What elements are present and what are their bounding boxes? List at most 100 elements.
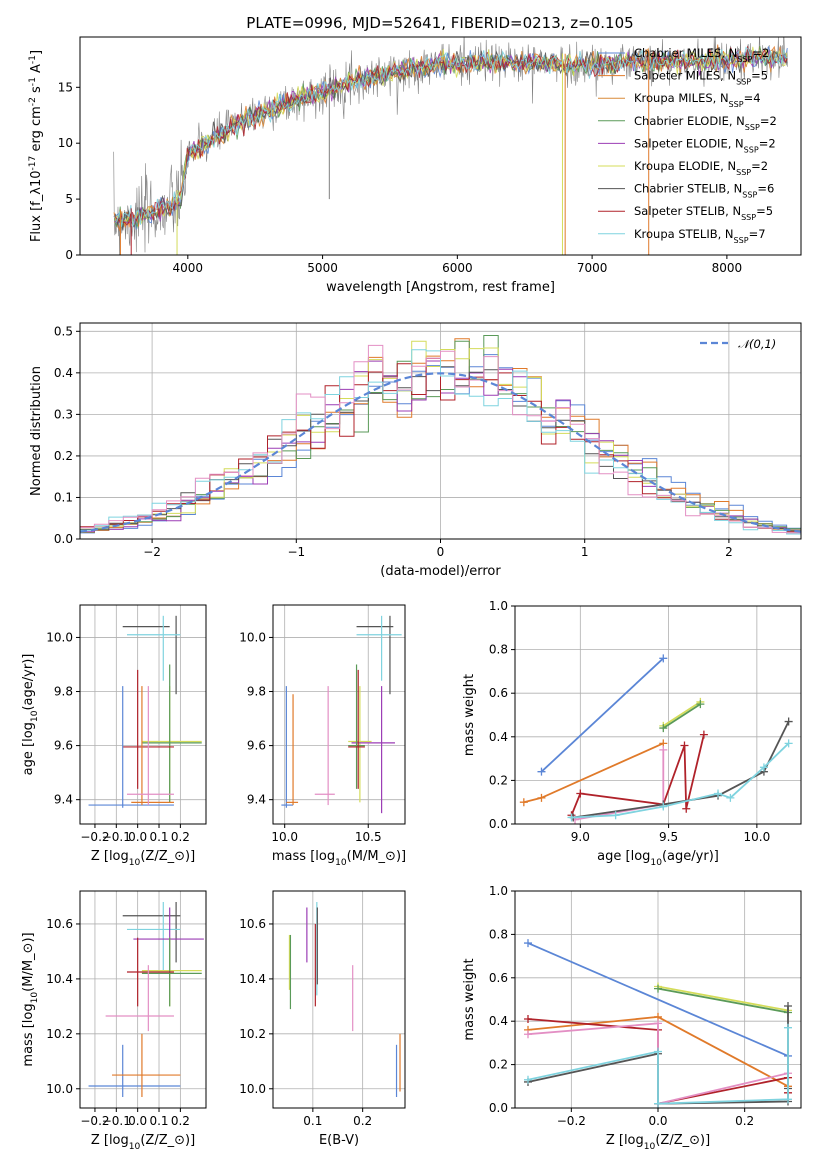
weight-vs-Z-series-line <box>527 942 789 1057</box>
weight-vs-age-ylabel: mass weight <box>462 674 477 756</box>
legend-label: Kroupa MILES, NSSP=4 <box>634 91 761 109</box>
mass-vs-ebv-plot <box>288 901 401 1098</box>
spectrum-axes: 4000 5000 6000 7000 8000 0 5 10 15 wavelength [An… <box>28 36 802 295</box>
weight-vs-Z-series-marker <box>784 1002 792 1011</box>
weight-vs-age-series-marker <box>784 739 793 748</box>
residual-histogram <box>80 344 801 534</box>
spectrum-xlabel: wavelength [Angstrom, rest frame] <box>326 280 555 295</box>
age-vs-mass-ytick-label: 9.4 <box>247 793 266 807</box>
weight-vs-Z-ytick-label: 0.2 <box>489 1058 508 1072</box>
figure-title: PLATE=0996, MJD=52641, FIBERID=0213, z=0… <box>246 14 633 32</box>
age-vs-mass-plot <box>281 615 402 814</box>
weight-vs-Z-xtick-label: −0.2 <box>557 1114 586 1128</box>
mass-vs-ebv-frame <box>272 890 406 1109</box>
weight-vs-Z-ylabel: mass weight <box>462 958 477 1040</box>
mass-vs-Z-xtick-label: 0.0 <box>128 1114 147 1128</box>
legend-label: Chabrier MILES, NSSP=2 <box>634 46 769 64</box>
weight-vs-age-series-line <box>570 734 705 816</box>
residuals-ytick-label: 0.0 <box>54 532 73 546</box>
spectrum-ytick-label: 10 <box>58 136 73 150</box>
weight-vs-Z-axes: −0.2 0.0 0.2 0.0 0.2 0.4 0.6 0.8 1.0 Z [log10(Z/Z… <box>462 884 802 1152</box>
weight-vs-age-series-marker <box>659 724 668 733</box>
mass-vs-Z-ytick-label: 10.6 <box>46 917 73 931</box>
legend-label: Kroupa STELIB, NSSP=7 <box>634 227 766 245</box>
normal-curve <box>80 372 801 533</box>
spectrum-model-kroupa-stelib <box>115 46 788 227</box>
mass-vs-ebv-xtick-label: 0.1 <box>303 1114 322 1128</box>
age-vs-mass-ytick-label: 10.0 <box>239 630 266 644</box>
legend-label: Chabrier ELODIE, NSSP=2 <box>634 114 777 132</box>
mass-vs-Z-frame <box>79 890 207 1109</box>
residuals-ytick-label: 0.1 <box>54 490 73 504</box>
weight-vs-age-series-marker <box>680 741 689 750</box>
spectrum-xtick-label: 5000 <box>307 261 338 275</box>
weight-vs-Z-series-line <box>657 987 789 1014</box>
legend-label: Salpeter ELODIE, NSSP=2 <box>634 136 776 154</box>
weight-vs-Z-frame <box>514 890 802 1109</box>
residuals-ytick-label: 0.2 <box>54 449 73 463</box>
residuals-ytick-label: 0.3 <box>54 407 73 421</box>
residuals-xtick-label: −1 <box>287 545 305 559</box>
mass-vs-Z-xlabel: Z [log10(Z/Z_⊙)] <box>91 1133 195 1152</box>
spectrum-model-kroupa-elodie <box>114 46 788 228</box>
weight-vs-age-series-marker <box>659 745 668 754</box>
weight-vs-age-ytick-label: 0.4 <box>489 730 508 744</box>
age-vs-Z-xtick-label: 0.2 <box>171 830 190 844</box>
age-vs-Z-ytick-label: 10.0 <box>46 630 73 644</box>
age-vs-Z-frame <box>79 604 207 825</box>
mass-vs-ebv-ytick-label: 10.4 <box>239 972 266 986</box>
weight-vs-Z-ytick-label: 0.0 <box>489 1101 508 1115</box>
mass-vs-ebv-ytick-label: 10.0 <box>239 1082 266 1096</box>
weight-vs-Z-ytick-label: 0.4 <box>489 1014 508 1028</box>
mass-vs-Z-xtick-label: 0.1 <box>149 1114 168 1128</box>
weight-vs-age-ytick-label: 1.0 <box>489 599 508 613</box>
weight-vs-age-xlabel: age [log10(age/yr)] <box>597 849 719 868</box>
residual-histogram <box>80 357 801 533</box>
age-vs-Z-ytick-label: 9.6 <box>54 739 73 753</box>
age-vs-mass-xtick-label: 10.5 <box>355 830 382 844</box>
weight-vs-age-series-marker <box>537 793 546 802</box>
age-vs-Z-xtick-label: 0.1 <box>149 830 168 844</box>
age-vs-Z-xtick-label: 0.0 <box>128 830 147 844</box>
weight-vs-Z-series-marker <box>654 1019 662 1028</box>
age-vs-Z-xtick-label: −0.2 <box>80 830 109 844</box>
weight-vs-Z-series-marker <box>524 939 532 948</box>
residuals-ytick-label: 0.4 <box>54 366 73 380</box>
spectrum-plot <box>113 37 788 255</box>
residuals-axes: −2 −1 0 1 2 0.0 0.1 0.2 0.3 0.4 0.5 (data-model)/er… <box>29 322 802 579</box>
age-vs-Z-plot <box>88 615 202 808</box>
weight-vs-age-frame <box>514 605 802 825</box>
residuals-xtick-label: 0 <box>437 545 445 559</box>
mass-vs-Z-ytick-label: 10.0 <box>46 1082 73 1096</box>
weight-vs-Z-ytick-label: 1.0 <box>489 884 508 898</box>
weight-vs-Z-series-marker <box>524 1015 532 1024</box>
spectrum-xtick-label: 8000 <box>712 261 743 275</box>
weight-vs-age-series-marker <box>726 793 735 802</box>
legend-label: 𝒩(0,1) <box>738 337 776 351</box>
residuals-xlabel: (data-model)/error <box>380 564 501 579</box>
weight-vs-age-series-line <box>662 701 701 727</box>
weight-vs-Z-xlabel: Z [log10(Z/Z_⊙)] <box>606 1133 710 1152</box>
age-vs-Z-ytick-label: 9.4 <box>54 793 73 807</box>
mass-vs-Z-ytick-label: 10.4 <box>46 972 73 986</box>
spectrum-ylabel: Flux [f_λ10-17 erg cm-2 s-1 A-1] <box>28 50 44 242</box>
weight-vs-age-xtick-label: 9.5 <box>659 830 678 844</box>
weight-vs-age-series-line <box>523 742 664 804</box>
residuals-xtick-label: 1 <box>581 545 589 559</box>
residuals-plot <box>80 335 801 535</box>
weight-vs-age-ytick-label: 0.2 <box>489 773 508 787</box>
residual-histogram <box>80 349 801 535</box>
weight-vs-age-series-marker <box>714 789 723 798</box>
weight-vs-Z-series-marker <box>654 1047 662 1056</box>
mass-vs-Z-axes: −0.2−0.10.0 0.1 0.2 10.0 10.2 10.4 10.6 Z [log1… <box>21 890 207 1152</box>
age-vs-Z-xtick-label: −0.1 <box>102 830 131 844</box>
weight-vs-age-ytick-label: 0.8 <box>489 643 508 657</box>
mass-vs-Z-xtick-label: −0.2 <box>80 1114 109 1128</box>
weight-vs-age-series-marker <box>567 813 576 822</box>
age-vs-Z-xlabel: Z [log10(Z/Z_⊙)] <box>91 849 195 868</box>
weight-vs-age-series-marker <box>611 811 620 820</box>
mass-vs-Z-ytick-label: 10.2 <box>46 1027 73 1041</box>
legend-label: Kroupa ELODIE, NSSP=2 <box>634 159 768 177</box>
